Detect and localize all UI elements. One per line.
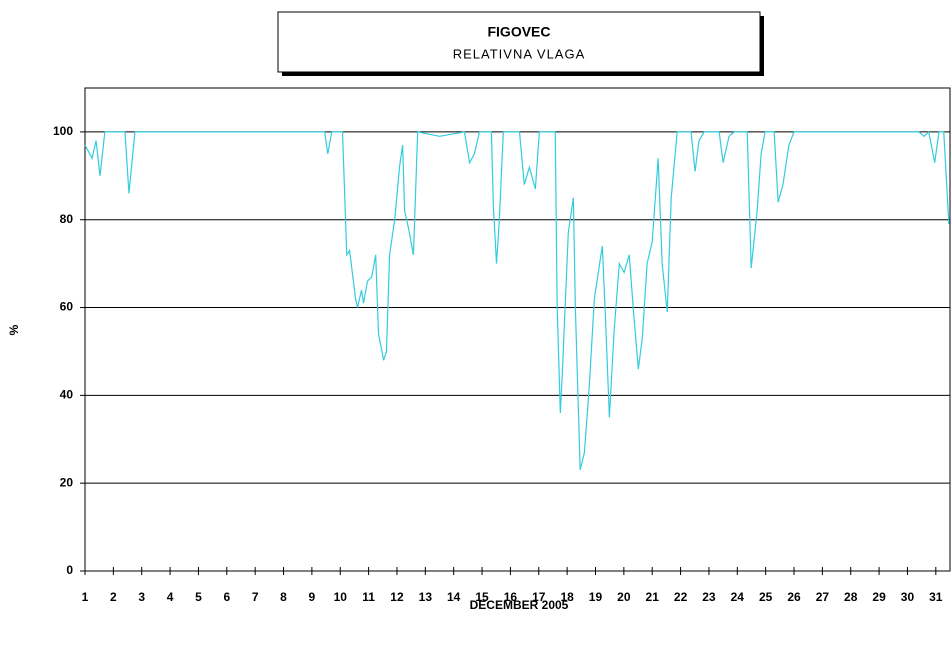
x-tick-label: 6 <box>223 590 230 604</box>
chart-subtitle: RELATIVNA VLAGA <box>453 46 586 61</box>
x-tick-label: 21 <box>646 590 660 604</box>
x-tick-label: 7 <box>252 590 259 604</box>
x-tick-label: 30 <box>901 590 915 604</box>
x-tick-label: 25 <box>759 590 773 604</box>
x-tick-label: 17 <box>532 590 546 604</box>
data-line <box>84 130 950 471</box>
x-tick-label: 3 <box>138 590 145 604</box>
x-tick-label: 16 <box>504 590 518 604</box>
x-tick-label: 11 <box>362 590 375 604</box>
x-tick-label: 14 <box>447 590 461 604</box>
x-tick-label: 24 <box>731 590 745 604</box>
x-tick-label: 22 <box>674 590 688 604</box>
y-tick-label: 0 <box>66 563 73 577</box>
x-tick-label: 23 <box>702 590 716 604</box>
x-tick-label: 2 <box>110 590 117 604</box>
x-tick-label: 5 <box>195 590 202 604</box>
y-tick-label: 80 <box>60 212 74 226</box>
x-tick-label: 13 <box>419 590 433 604</box>
x-tick-label: 15 <box>475 590 489 604</box>
x-tick-label: 28 <box>844 590 858 604</box>
x-tick-label: 29 <box>872 590 886 604</box>
x-tick-label: 27 <box>816 590 830 604</box>
x-tick-label: 10 <box>334 590 348 604</box>
x-tick-label: 1 <box>82 590 89 604</box>
title-box <box>277 11 761 73</box>
y-tick-label: 20 <box>60 475 74 489</box>
x-tick-label: 19 <box>589 590 603 604</box>
y-tick-label: 100 <box>53 124 73 138</box>
y-axis-label: % <box>7 324 21 335</box>
x-tick-label: 4 <box>167 590 174 604</box>
y-tick-label: 60 <box>60 300 74 314</box>
x-tick-label: 9 <box>309 590 316 604</box>
plot-frame <box>84 87 951 572</box>
x-tick-label: 26 <box>787 590 801 604</box>
x-axis-label: DECEMBER 2005 <box>470 598 569 612</box>
x-tick-label: 8 <box>280 590 287 604</box>
x-tick-label: 20 <box>617 590 631 604</box>
y-tick-label: 40 <box>60 388 74 402</box>
chart-title: FIGOVEC <box>487 24 550 40</box>
x-tick-label: 12 <box>390 590 404 604</box>
x-tick-label: 18 <box>560 590 574 604</box>
x-tick-label: 31 <box>929 590 943 604</box>
